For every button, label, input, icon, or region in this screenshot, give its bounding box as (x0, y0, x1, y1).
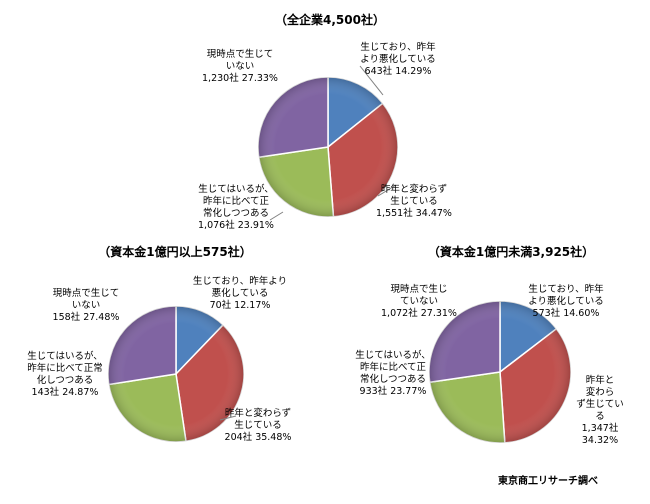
slice-label-worse: 生じており、昨年より悪化している 70社 12.17% (193, 275, 287, 311)
slice-label-line: 158社 27.48% (53, 311, 120, 323)
slice-label-line: 現時点で生じ (390, 283, 447, 295)
slice-label-line: 昨年と変わらず (225, 407, 291, 419)
slice-label-line: 生じている (390, 195, 438, 207)
slice-label-line: 昨年に比べて正常 (27, 362, 103, 374)
slice-label-line: 化しつつある (37, 374, 93, 386)
pie-slice-improving (107, 373, 187, 443)
slice-label-worse: 生じており、昨年より悪化している 573社 14.60% (528, 283, 604, 319)
slice-label-same: 昨年と変わらず生じている 204社 35.48% (225, 407, 292, 443)
slice-label-line: 生じてはいるが、 (27, 350, 103, 362)
pie-chart-3: （資本金1億円未満3,925社） 生じており、昨年より悪化している 573社 14.… (355, 244, 624, 446)
slice-label-line: 70社 12.17% (210, 299, 271, 311)
slice-label-line: 143社 24.87% (32, 386, 99, 398)
chart-title: （全企業4,500社） (275, 12, 385, 27)
slice-label-line: 643社 14.29% (365, 65, 432, 77)
slice-label-line: 生じており、昨年より (193, 275, 287, 287)
slice-label-line: 常化しつつある (203, 207, 269, 219)
slice-label-line: 1,076社 23.91% (198, 219, 274, 231)
slice-label-none: 現時点で生じていない 1,230社 27.33% (202, 48, 278, 84)
slice-label-line: 変わら (586, 386, 615, 398)
slice-label-line: より悪化している (360, 53, 436, 65)
chart-title: （資本金1億円以上575社） (98, 244, 251, 259)
source-note: 東京商工リサーチ調べ (498, 474, 598, 487)
slice-label-worse: 生じており、昨年より悪化している 643社 14.29% (360, 41, 436, 77)
slice-label-line: ず生じてい (576, 398, 624, 410)
slice-label-line: 1,230社 27.33% (202, 72, 278, 84)
slice-label-line: 生じており、昨年 (360, 41, 436, 53)
leader-line (377, 184, 397, 197)
slice-label-line: 悪化している (212, 287, 269, 299)
leader-line (269, 211, 284, 221)
leader-line (359, 65, 384, 96)
pie-chart-1: （全企業4,500社） 生じており、昨年より悪化している 643社 14.29% 昨年… (198, 12, 452, 231)
slice-label-line: 昨年と (586, 374, 615, 386)
pie-slice-improving (257, 146, 335, 218)
chart-title: （資本金1億円未満3,925社） (428, 244, 594, 259)
slice-label-line: 生じている (234, 419, 282, 431)
slice-label-line: 1,072社 27.31% (381, 307, 457, 319)
slice-label-line: 生じており、昨年 (528, 283, 604, 295)
slice-label-line: 生じてはいるが、 (198, 183, 274, 195)
slice-label-line: 933社 23.77% (360, 385, 427, 397)
slice-label-line: いない (226, 61, 255, 72)
leader-line (219, 415, 237, 421)
slice-label-line: 204社 35.48% (225, 431, 292, 443)
slice-label-same: 昨年と変わらず生じている 1,551社 34.47% (376, 183, 452, 219)
slice-label-line: 1,551社 34.47% (376, 207, 452, 219)
pie-slice-none (257, 76, 329, 159)
slice-label-line: 生じてはいるが、 (355, 349, 431, 361)
slice-label-line: 34.32% (582, 435, 618, 446)
slice-label-line: 昨年に比べて正 (360, 361, 427, 373)
slice-label-line: いない (72, 300, 101, 311)
slice-label-line: 1,347社 (582, 422, 619, 434)
slice-label-line: 昨年と変わらず (381, 183, 447, 195)
slice-label-same: 昨年と変わらず生じている 1,347社 34.32% (576, 374, 624, 446)
slice-label-line: 昨年に比べて正 (203, 195, 270, 207)
slice-label-improving: 生じてはいるが、昨年に比べて正常化しつつある 933社 23.77% (355, 349, 431, 397)
slice-label-line: より悪化している (528, 295, 604, 307)
slice-label-improving: 生じてはいるが、昨年に比べて正常化しつつある 1,076社 23.91% (198, 183, 274, 231)
slice-label-line: 現時点で生じて (207, 48, 274, 60)
slice-label-line: 現時点で生じて (53, 287, 120, 299)
slice-label-line: 573社 14.60% (533, 307, 600, 319)
slice-label-none: 現時点で生じていない 1,072社 27.31% (381, 283, 457, 319)
slice-label-line: ていない (400, 296, 438, 307)
pie-chart-2: （資本金1億円以上575社） 生じており、昨年より悪化している 70社 12.17%… (27, 244, 291, 443)
slice-label-line: る (595, 411, 605, 422)
slice-label-improving: 生じてはいるが、昨年に比べて正常化しつつある 143社 24.87% (27, 350, 103, 398)
slice-label-none: 現時点で生じていない 158社 27.48% (53, 287, 120, 323)
pie-slice-improving (428, 371, 506, 444)
slice-label-line: 常化しつつある (360, 373, 426, 385)
